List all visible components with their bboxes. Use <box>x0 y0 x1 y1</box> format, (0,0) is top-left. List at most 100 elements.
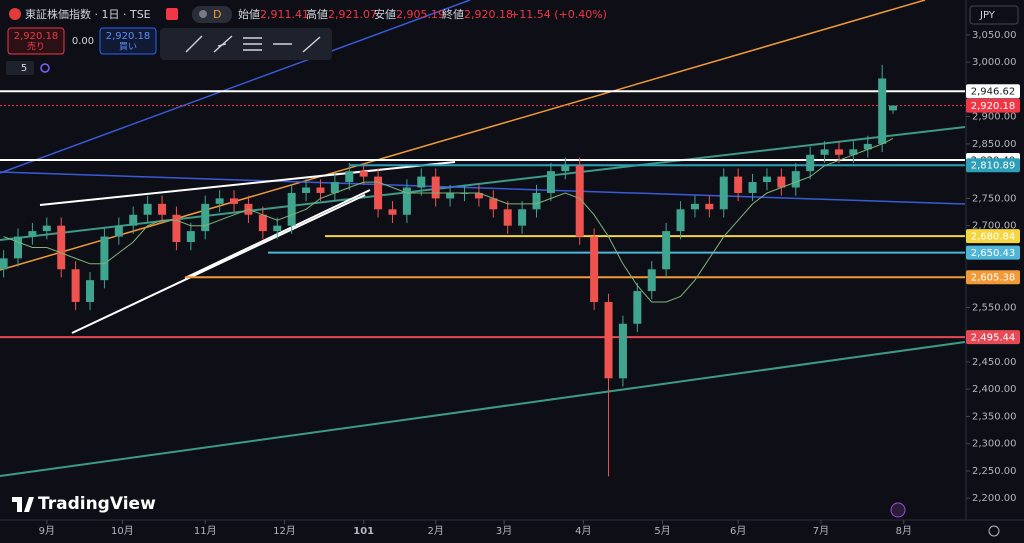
indicator-icon[interactable] <box>40 63 50 73</box>
interval-badge: D <box>213 8 221 21</box>
x-tick-label: 101 <box>353 526 374 537</box>
y-tick-label: 2,850.00 <box>972 139 1017 150</box>
x-tick-label: 7月 <box>813 525 829 537</box>
sell-button[interactable] <box>7 27 65 55</box>
candle-body <box>546 171 555 193</box>
candle-body <box>647 269 656 292</box>
candle-body <box>590 236 599 302</box>
candle-body <box>143 203 152 215</box>
x-tick-label: 11月 <box>194 525 217 537</box>
candle-body <box>86 280 95 302</box>
y-tick-label: 2,300.00 <box>972 439 1017 450</box>
candle-body <box>215 198 224 204</box>
flag-icon[interactable] <box>166 8 178 20</box>
candle-body <box>114 225 123 237</box>
candle-body <box>287 192 296 226</box>
price-label: 2,946.62 <box>971 87 1016 98</box>
candle-body <box>734 176 743 193</box>
candle-body <box>489 198 498 210</box>
ohlc-label: 始値 <box>238 7 260 21</box>
settings-icon[interactable] <box>988 525 1000 537</box>
candle-body <box>402 187 411 215</box>
candle-body <box>446 192 455 199</box>
candle-body <box>690 203 699 210</box>
tool-extended[interactable] <box>302 36 321 53</box>
x-tick-label: 4月 <box>575 525 591 537</box>
x-tick-label: 2月 <box>428 525 444 537</box>
spread: 0.00 <box>72 36 94 47</box>
y-tick-label: 2,550.00 <box>972 302 1017 313</box>
candle-body <box>71 269 80 302</box>
y-tick-label: 2,350.00 <box>972 411 1017 422</box>
indicator-box[interactable] <box>6 61 34 75</box>
candle-body <box>849 149 858 155</box>
flash-icon[interactable] <box>890 502 906 518</box>
candle-body <box>359 171 368 177</box>
candle-body <box>57 225 66 270</box>
x-tick-label: 12月 <box>273 525 296 537</box>
ohlc-label: 終値 <box>442 7 464 21</box>
tool-fib[interactable] <box>243 37 262 51</box>
ohlc-change: +11.54 (+0.40%) <box>510 8 607 21</box>
candle-body <box>330 182 339 193</box>
ohlc-value: 2,921.07 <box>328 8 377 21</box>
tool-line[interactable] <box>185 35 203 53</box>
currency: JPY <box>979 10 996 21</box>
tool-ray[interactable] <box>213 35 233 53</box>
price-label-bg <box>966 84 1020 99</box>
candle-body <box>230 198 239 204</box>
indicator-value: 5 <box>21 63 27 74</box>
header-bg <box>4 4 184 24</box>
badge[interactable] <box>192 6 232 23</box>
candle-body <box>633 291 642 324</box>
x-tick-label: 10月 <box>111 525 134 537</box>
candle-body <box>42 225 51 232</box>
price-label: 2,810.89 <box>971 161 1016 172</box>
price-label: 2,495.44 <box>971 333 1016 344</box>
price-label-bg <box>966 270 1020 285</box>
price-label: 2,650.43 <box>971 248 1016 259</box>
candle-body <box>532 192 541 210</box>
ohlc-label: 高値 <box>306 7 328 21</box>
candle-body <box>806 154 815 172</box>
y-tick-label: 2,900.00 <box>972 112 1017 123</box>
trendline <box>39 161 456 206</box>
buy-button[interactable] <box>99 27 157 55</box>
candle-body <box>431 176 440 199</box>
candle-body <box>100 236 109 281</box>
x-tick-label: 5月 <box>654 525 670 537</box>
price-label-bg <box>966 98 1020 113</box>
candle-body <box>345 171 354 183</box>
candle-body <box>258 214 267 232</box>
price-label-bg <box>966 158 1020 173</box>
candle-body <box>878 78 887 144</box>
badge-dot <box>199 10 207 18</box>
y-tick-label: 2,250.00 <box>972 466 1017 477</box>
symbol-icon <box>9 8 21 20</box>
candle-body <box>719 176 728 210</box>
candle-body <box>748 182 757 193</box>
buy-price: 2,920.18 <box>106 31 151 42</box>
candle-body <box>374 176 383 210</box>
plot <box>0 64 965 477</box>
trendline <box>71 194 366 334</box>
trendline <box>0 0 926 271</box>
ohlc-label: 安値 <box>374 7 396 21</box>
candle-body <box>662 231 671 270</box>
candle-body <box>186 231 195 243</box>
x-tick-label: 8月 <box>896 525 912 537</box>
moving-average <box>3 137 894 303</box>
price-label-bg <box>966 245 1020 260</box>
y-tick-label: 3,000.00 <box>972 57 1017 68</box>
candle-body <box>316 187 325 193</box>
candle-body <box>388 209 397 215</box>
sell-label: 売り <box>27 41 45 53</box>
candle-body <box>834 149 843 155</box>
trendline <box>0 341 966 477</box>
candle-body <box>273 225 282 232</box>
price-label: 2,680.84 <box>971 232 1016 243</box>
currency-box[interactable] <box>969 5 1019 25</box>
